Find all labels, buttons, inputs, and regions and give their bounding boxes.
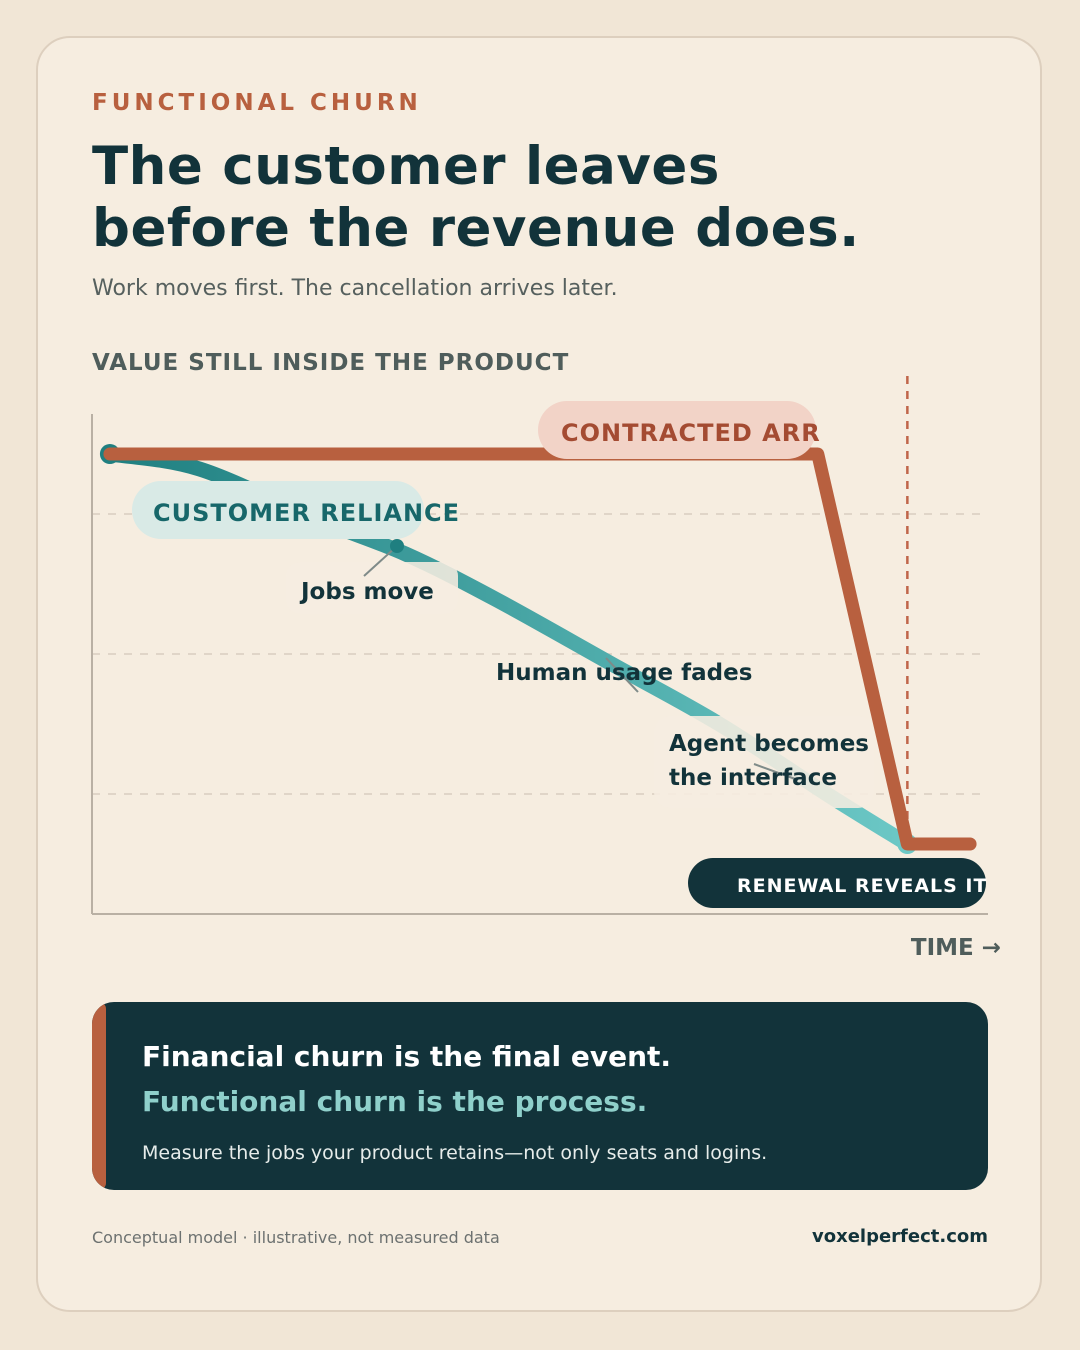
series-line-arr xyxy=(103,447,977,851)
annotation-point-jobs xyxy=(390,539,404,553)
chart-y-label: VALUE STILL INSIDE THE PRODUCT xyxy=(92,350,570,376)
series-label-reliance: CUSTOMER RELIANCE xyxy=(153,499,460,527)
kicker: FUNCTIONAL CHURN xyxy=(92,90,422,116)
legend-pill-reliance xyxy=(132,481,424,539)
callout-line-2: Functional churn is the process. xyxy=(142,1085,648,1118)
callout-box: Financial churn is the final event. Func… xyxy=(92,1002,988,1190)
annotation-leader-agent xyxy=(753,763,799,781)
callout-line-1: Financial churn is the final event. xyxy=(142,1040,672,1073)
footnote: Conceptual model · illustrative, not mea… xyxy=(92,1228,500,1247)
renewal-badge xyxy=(688,858,986,908)
callout-line-3: Measure the jobs your product retains—no… xyxy=(142,1142,768,1164)
renewal-badge-label: RENEWAL REVEALS IT xyxy=(737,875,987,897)
callout-accent-bar xyxy=(92,1002,106,1190)
annotation-agent-line-1: Agent becomes xyxy=(669,731,869,757)
annotation-bg-jobs xyxy=(286,562,458,614)
annotation-jobs-move: Jobs move xyxy=(299,579,434,605)
annotation-agent-line-2: the interface xyxy=(669,765,837,791)
x-axis-label: TIME → xyxy=(911,935,1001,961)
annotation-human-usage: Human usage fades xyxy=(496,660,752,686)
annotation-leader-usage xyxy=(605,657,639,693)
legend-pill-arr xyxy=(538,401,816,459)
annotation-bg-agent xyxy=(654,716,874,808)
subtitle: Work moves first. The cancellation arriv… xyxy=(92,276,618,301)
headline-line-1: The customer leaves xyxy=(92,136,720,197)
chart: Jobs move Human usage fades Agent becomes t… xyxy=(91,376,1001,961)
series-label-arr: CONTRACTED ARR xyxy=(561,419,821,447)
headline-line-2: before the revenue does. xyxy=(92,198,860,259)
annotation-leader-jobs xyxy=(363,545,398,577)
page-title: The customer leaves before the revenue d… xyxy=(92,136,992,260)
site-link[interactable]: voxelperfect.com xyxy=(811,1226,988,1247)
